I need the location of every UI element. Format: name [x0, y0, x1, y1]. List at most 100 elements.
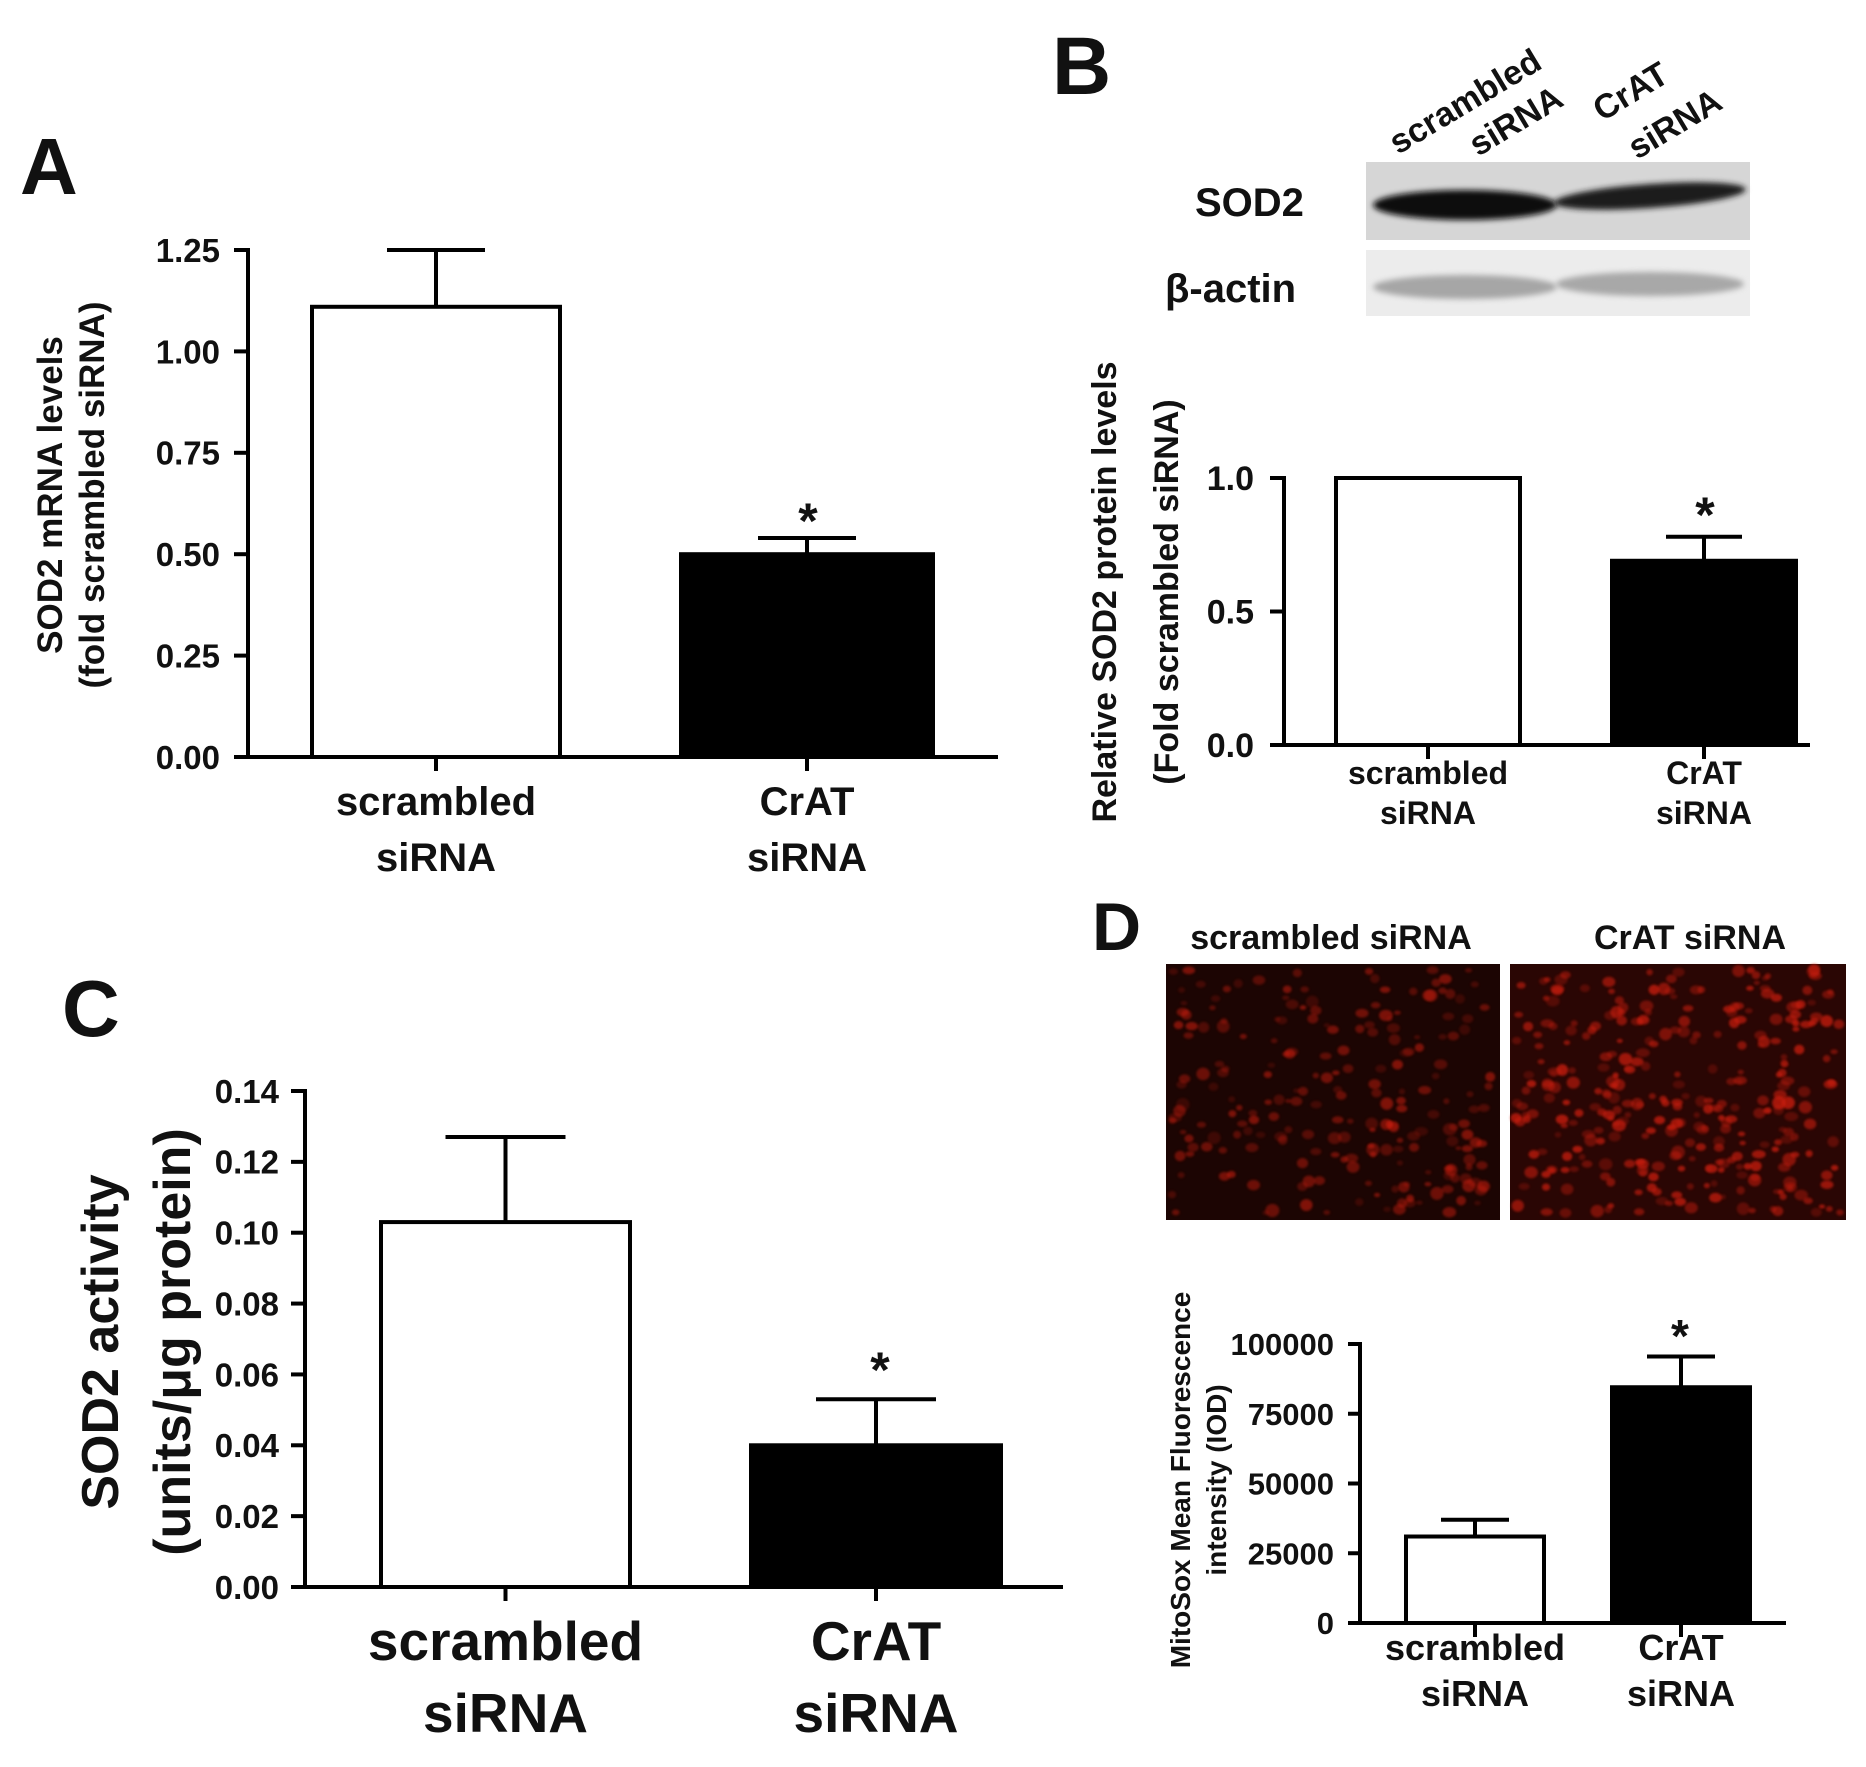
fluorescent-cell [1773, 1104, 1784, 1115]
fluorescent-cell [1750, 1174, 1760, 1182]
fluorescent-cell [1255, 1131, 1266, 1139]
fluorescent-cell [1612, 1072, 1619, 1079]
fluorescent-cell [1648, 1172, 1659, 1182]
fluorescent-cell [1470, 981, 1479, 988]
fluorescent-cell [1346, 1161, 1360, 1173]
fluorescent-cell [1396, 1104, 1408, 1113]
fluorescent-cell [1830, 1164, 1839, 1171]
fluorescent-cell [1720, 1124, 1732, 1134]
fluorescent-cell [1514, 1011, 1524, 1018]
fluorescent-cell [1810, 1017, 1819, 1025]
fluorescent-cell [1310, 1100, 1322, 1109]
fluorescent-cell [1541, 1183, 1551, 1191]
fluorescent-cell [1709, 1192, 1722, 1203]
fluorescent-cell [1608, 1131, 1621, 1142]
fluorescent-cell [1393, 1204, 1406, 1215]
fluorescent-cell [1414, 1043, 1424, 1052]
fluorescent-cell [1669, 1151, 1682, 1161]
fluorescent-cell [1734, 1015, 1747, 1024]
fluorescent-cell [1386, 1016, 1393, 1022]
fluorescent-cell [1732, 964, 1745, 978]
fluorescent-cell [1313, 1176, 1325, 1186]
panel-d-xlabel-1: scrambled [1385, 1627, 1565, 1668]
fluorescent-cell [1233, 1130, 1242, 1139]
fluorescent-cell [1790, 1151, 1800, 1158]
fluorescent-cell [1757, 1095, 1769, 1106]
fluorescent-cell [1228, 1110, 1237, 1118]
fluorescent-cell [1803, 1197, 1813, 1205]
fluorescent-cell [1342, 1064, 1354, 1074]
fluorescent-cell [1725, 1115, 1738, 1123]
fluorescent-cell [1836, 1209, 1844, 1216]
fluorescent-cell [1563, 1040, 1571, 1046]
fluorescent-cell [1179, 1130, 1187, 1135]
fluorescent-cell [1248, 1109, 1258, 1117]
fluorescent-cell [1167, 1190, 1177, 1199]
fluorescent-cell [1688, 1156, 1696, 1162]
fluorescent-cell [1783, 1176, 1797, 1189]
fluorescent-cell [1396, 1137, 1404, 1143]
fluorescent-cell [1621, 1099, 1635, 1108]
fluorescent-cell [1263, 1071, 1273, 1078]
panel-d-ytick-label: 0 [1317, 1606, 1334, 1641]
fluorescent-cell [1198, 1021, 1210, 1033]
fluorescent-cell [1570, 1020, 1578, 1027]
fluorescent-cell [1370, 973, 1380, 984]
fluorescent-cell [1391, 1185, 1399, 1193]
panel-b-xlabel-1: siRNA [1380, 795, 1476, 831]
fluorescent-cell [1484, 1082, 1493, 1091]
fluorescent-cell [1469, 1137, 1482, 1148]
fluorescent-cell [1367, 1027, 1379, 1037]
fluorescent-cell [1737, 1131, 1746, 1137]
fluorescent-cell [1659, 1027, 1672, 1041]
fluorescent-cell [1273, 1094, 1285, 1105]
fluorescent-cell [1320, 1072, 1333, 1084]
fluorescent-cell [1379, 986, 1391, 993]
panel-c-bars [379, 1220, 1003, 1590]
fluorescent-cell [1370, 1151, 1377, 1158]
fluorescent-cell [1581, 1160, 1593, 1168]
panel-a-bar-1 [310, 304, 562, 759]
panel-b-bar-2 [1610, 558, 1798, 748]
fluorescent-cell [1540, 1208, 1553, 1216]
fluorescent-cell [1579, 984, 1590, 993]
fluorescent-cell [1398, 1088, 1406, 1095]
fluorescent-cell [1375, 1064, 1387, 1073]
panel-a-bars [310, 304, 935, 760]
fluorescent-cell [1458, 1119, 1470, 1128]
fluorescent-cell [1265, 1203, 1280, 1218]
fluorescent-cell [1364, 1180, 1372, 1186]
fluorescent-cell [1335, 1091, 1347, 1100]
fluorescent-cell [1282, 995, 1290, 1001]
fluorescent-cell [1746, 966, 1755, 974]
fluorescent-cell [1461, 1129, 1474, 1140]
fluorescent-cell [1568, 1067, 1576, 1074]
fluorescent-cell [1396, 1096, 1406, 1105]
fluorescent-cell [1645, 1127, 1656, 1134]
panel-a-ytick-label: 1.25 [156, 232, 220, 269]
fluorescent-cell [1748, 1207, 1756, 1214]
fluorescent-cell [1424, 1181, 1432, 1187]
fluorescent-cell [1684, 1202, 1698, 1214]
fluorescent-cell [1330, 1152, 1340, 1158]
fluorescent-cell [1618, 1052, 1633, 1066]
fluorescent-cell [1278, 1135, 1288, 1145]
fluorescent-cell [1607, 1203, 1615, 1209]
fluorescent-cell [1237, 1120, 1248, 1127]
fluorescent-cell [1648, 1093, 1656, 1100]
fluorescent-cell [1406, 1194, 1415, 1203]
fluorescent-cell [1781, 1062, 1789, 1067]
panel-b-ytick-label: 0.0 [1207, 727, 1254, 765]
fluorescent-cell [1818, 1204, 1826, 1209]
fluorescent-cell [1616, 1116, 1629, 1126]
fluorescent-cell [1630, 1057, 1644, 1067]
panel-a-xlabels: scrambled siRNA CrAT siRNA [336, 757, 867, 880]
fluorescent-cell [1578, 1153, 1586, 1161]
fluorescent-cell [1441, 1185, 1454, 1194]
fluorescent-cell [1222, 985, 1232, 993]
fluorescent-cell [1196, 1067, 1210, 1081]
fluorescent-cell [1414, 1035, 1421, 1040]
fluorescent-cell [1646, 969, 1653, 976]
fluorescent-cell [1562, 1099, 1571, 1106]
fluorescent-cell [1310, 1148, 1322, 1156]
